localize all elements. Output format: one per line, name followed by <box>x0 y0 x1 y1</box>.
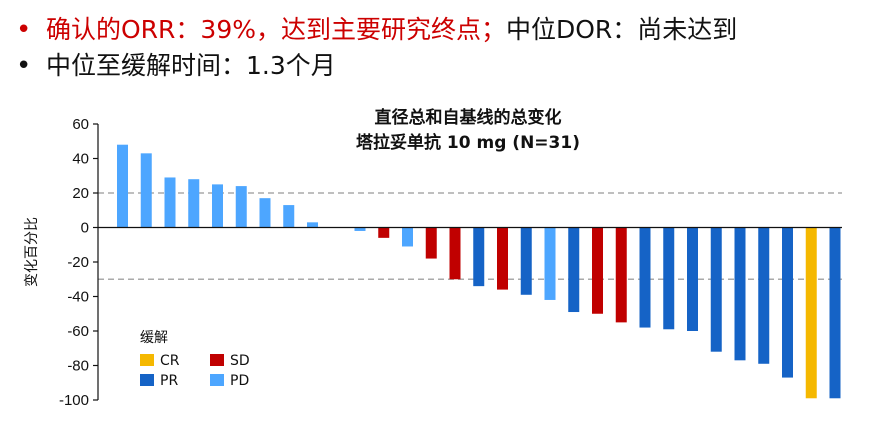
bar-pr <box>734 227 746 361</box>
bar-pd <box>283 205 295 228</box>
bars <box>117 144 841 399</box>
y-tick-label: 60 <box>72 116 89 133</box>
legend-swatch-cr <box>140 354 154 366</box>
bar-pr <box>829 227 841 399</box>
bar-pr <box>758 227 770 364</box>
dor-text: 中位DOR：尚未达到 <box>506 15 738 44</box>
bar-pr <box>639 227 651 328</box>
y-tick-label: -80 <box>67 358 89 375</box>
bar-sd <box>425 227 437 259</box>
bar-pd <box>259 198 271 228</box>
y-tick-label: -100 <box>59 392 89 409</box>
bar-pr <box>473 227 485 287</box>
bar-sd <box>449 227 461 280</box>
bar-sd <box>378 227 390 238</box>
bullet-dot: • <box>16 15 32 45</box>
legend-label-cr: CR <box>160 353 180 369</box>
bullet-time-to-response: • 中位至缓解时间：1.3个月 <box>16 48 880 84</box>
y-tick-label: 20 <box>72 185 89 202</box>
bar-pd <box>307 222 318 228</box>
chart-title-line1: 直径总和自基线的总变化 <box>375 107 562 128</box>
bar-pr <box>568 227 580 313</box>
y-tick-label: 40 <box>72 151 89 168</box>
time-to-response-text: 中位至缓解时间：1.3个月 <box>46 51 336 80</box>
reference-lines <box>98 192 842 280</box>
legend-swatch-sd <box>210 354 224 366</box>
legend-label-pr: PR <box>160 373 178 389</box>
bar-pd <box>235 186 247 228</box>
bar-pd <box>402 227 413 247</box>
y-tick-label: -60 <box>67 323 89 340</box>
bar-pd <box>140 153 152 228</box>
bullet-orr: • 确认的ORR：39%，达到主要研究终点； 中位DOR：尚未达到 <box>16 12 880 48</box>
bar-pd <box>544 227 556 300</box>
legend-swatch-pr <box>140 374 154 386</box>
bar-pd <box>354 227 366 231</box>
bar-pr <box>782 227 793 378</box>
orr-text: 确认的ORR：39%，达到主要研究终点； <box>46 15 506 44</box>
legend: 缓解 CR SD PR PD <box>140 330 250 389</box>
summary-bullets: • 确认的ORR：39%，达到主要研究终点； 中位DOR：尚未达到 • 中位至缓… <box>16 12 880 84</box>
bar-pd <box>164 177 176 228</box>
bullet-dot: • <box>16 51 32 81</box>
bar-sd <box>615 227 627 323</box>
chart-title-line2: 塔拉妥单抗 10 mg (N=31) <box>356 132 580 153</box>
bar-pr <box>710 227 722 352</box>
y-axis: 60 40 20 0 -20 -40 -60 -80 -100 <box>59 116 842 409</box>
legend-title: 缓解 <box>140 330 168 346</box>
legend-swatch-pd <box>210 374 224 386</box>
y-tick-label: -20 <box>67 254 89 271</box>
legend-label-sd: SD <box>230 353 250 369</box>
y-tick-label: 0 <box>81 220 89 237</box>
waterfall-chart: 60 40 20 0 -20 -40 -60 -80 -100 直径总和自基线的总变化 塔拉妥单… <box>24 107 842 409</box>
bar-sd <box>592 227 603 314</box>
bar-sd <box>497 227 508 290</box>
bar-pr <box>687 227 698 331</box>
bar-pr <box>520 227 532 295</box>
y-axis-label: 变化百分比 <box>24 217 40 287</box>
bar-pd <box>188 179 200 228</box>
bar-pd <box>117 144 128 228</box>
bar-pd <box>212 184 223 228</box>
y-tick-label: -40 <box>67 289 89 306</box>
bar-cr <box>805 227 817 399</box>
bar-pr <box>663 227 675 330</box>
legend-label-pd: PD <box>230 373 249 389</box>
chart-titles: 直径总和自基线的总变化 塔拉妥单抗 10 mg (N=31) <box>356 107 580 153</box>
